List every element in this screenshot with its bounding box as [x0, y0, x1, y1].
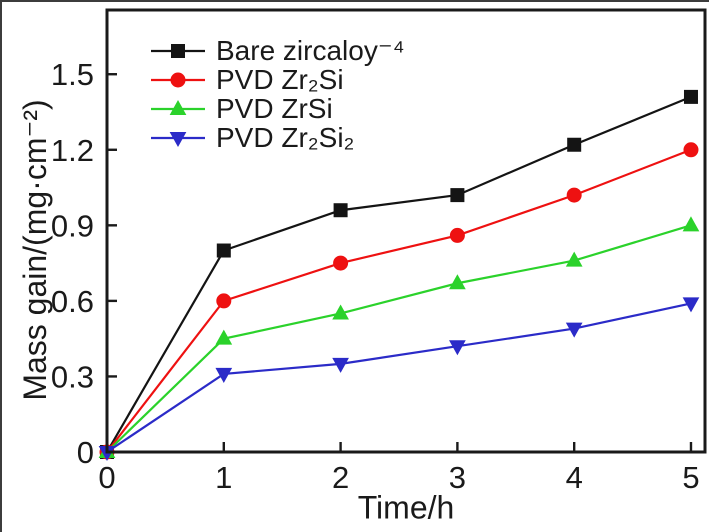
legend-item-label: Bare zircaloy⁻⁴ [216, 34, 405, 66]
data-point-pvd-zrsi [449, 274, 466, 290]
x-tick-label: 1 [215, 460, 232, 495]
data-point-bare-zircaloy [683, 89, 698, 104]
data-point-pvd-zr-si [333, 255, 349, 271]
x-tick-label: 3 [449, 460, 466, 495]
square-icon [151, 43, 205, 58]
data-point-pvd-zr-si [565, 322, 583, 338]
data-point-pvd-zr-si [682, 297, 700, 313]
data-point-bare-zircaloy [216, 243, 231, 258]
x-tick-label: 4 [566, 460, 583, 495]
legend-item-label: PVD Zr₂Si₂ [216, 121, 355, 153]
y-tick-label: 0 [77, 435, 94, 470]
y-tick-label: 0.9 [51, 208, 94, 243]
y-tick-label: 1.2 [51, 133, 94, 168]
y-tick-label: 1.5 [51, 57, 94, 92]
data-point-pvd-zr-si [216, 293, 232, 309]
legend-item-pvd-zr-si: PVD Zr₂Si [150, 65, 405, 94]
legend-marker-triangle-down [169, 131, 187, 147]
data-point-pvd-zr-si [215, 367, 233, 383]
data-point-pvd-zr-si [449, 227, 465, 243]
series-line-pvd-zr-si [106, 302, 692, 453]
legend-item-pvd-zrsi: PVD ZrSi [150, 94, 405, 123]
legend: Bare zircaloy⁻⁴ PVD Zr₂Si PVD ZrSi PVD Zr₂S… [150, 36, 405, 152]
series-line-bare-zircaloy [106, 95, 692, 453]
data-point-pvd-zrsi [215, 329, 233, 345]
y-axis-label: Mass gain/(mg·cm⁻²) [17, 99, 53, 401]
legend-marker-square [171, 43, 185, 58]
y-tick-label: 0.6 [51, 284, 94, 319]
circle-icon [151, 72, 205, 87]
data-point-pvd-zrsi [565, 251, 583, 267]
triangle-up-icon [151, 99, 205, 115]
x-tick-label: 2 [332, 460, 349, 495]
data-point-bare-zircaloy [450, 188, 465, 203]
series-line-pvd-zr-si [106, 148, 692, 453]
legend-item-label: PVD ZrSi [216, 92, 333, 124]
data-point-pvd-zr-si [566, 187, 582, 203]
data-point-pvd-zr-si [683, 142, 699, 158]
triangle-down-icon [151, 131, 205, 147]
data-point-bare-zircaloy [333, 203, 348, 218]
legend-marker-triangle-up [169, 99, 187, 115]
series-line-pvd-zrsi [106, 224, 692, 453]
x-tick-label: 0 [98, 460, 115, 495]
data-point-pvd-zrsi [332, 304, 349, 320]
data-point-pvd-zrsi [682, 216, 700, 232]
legend-item-label: PVD Zr₂Si [216, 63, 344, 95]
data-point-pvd-zr-si [332, 357, 349, 373]
x-axis-label: Time/h [357, 489, 455, 526]
data-point-bare-zircaloy [567, 137, 582, 152]
legend-item-pvd-zr-si: PVD Zr₂Si₂ [150, 123, 405, 152]
y-tick-label: 0.3 [51, 359, 94, 394]
legend-item-bare-zircaloy: Bare zircaloy⁻⁴ [150, 36, 405, 65]
legend-marker-circle [170, 72, 186, 87]
data-point-pvd-zr-si [449, 340, 466, 356]
plot-frame [105, 8, 707, 454]
x-tick-label: 5 [682, 460, 699, 495]
